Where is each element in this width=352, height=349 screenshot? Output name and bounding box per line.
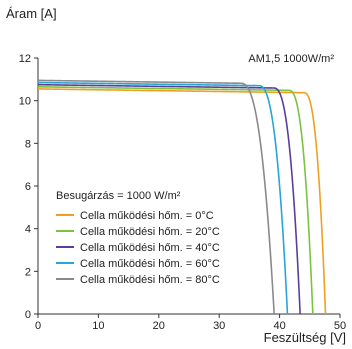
y-tick-label: 8: [25, 138, 31, 150]
y-tick-label: 2: [25, 266, 31, 278]
series-curve-0: [37, 88, 327, 315]
x-tick-label: 20: [153, 320, 165, 332]
y-tick-label: 6: [25, 181, 31, 193]
legend-label: Cella működési hőm. = 80°C: [80, 274, 220, 286]
y-tick-label: 0: [25, 309, 31, 321]
y-tick-label: 4: [25, 224, 31, 236]
legend: Besugárzás = 1000 W/m² Cella működési hő…: [56, 190, 220, 286]
legend-label: Cella működési hőm. = 0°C: [80, 210, 214, 222]
legend-label: Cella működési hőm. = 60°C: [80, 258, 220, 270]
series-curve-4: [37, 79, 275, 315]
curves: [37, 79, 327, 315]
series-curve-1: [37, 86, 314, 315]
x-tick-label: 50: [334, 320, 346, 332]
x-axis-title: Feszültség [V]: [264, 330, 346, 345]
y-axis-title: Áram [A]: [6, 6, 57, 21]
x-tick-label: 10: [92, 320, 104, 332]
chart-annotation: AM1,5 1000W/m²: [248, 53, 334, 65]
legend-title: Besugárzás = 1000 W/m²: [56, 190, 181, 202]
series-curve-2: [37, 83, 301, 315]
x-tick-label: 0: [35, 320, 41, 332]
y-tick-label: 12: [19, 53, 31, 65]
legend-label: Cella működési hőm. = 40°C: [80, 242, 220, 254]
x-tick-label: 40: [273, 320, 285, 332]
series-curve-3: [37, 81, 289, 315]
axis-ticks: 0 10 20 30 40 50 0 2 4 6 8 10 12: [19, 53, 346, 332]
legend-label: Cella működési hőm. = 20°C: [80, 226, 220, 238]
y-tick-label: 10: [19, 96, 31, 108]
x-tick-label: 30: [213, 320, 225, 332]
